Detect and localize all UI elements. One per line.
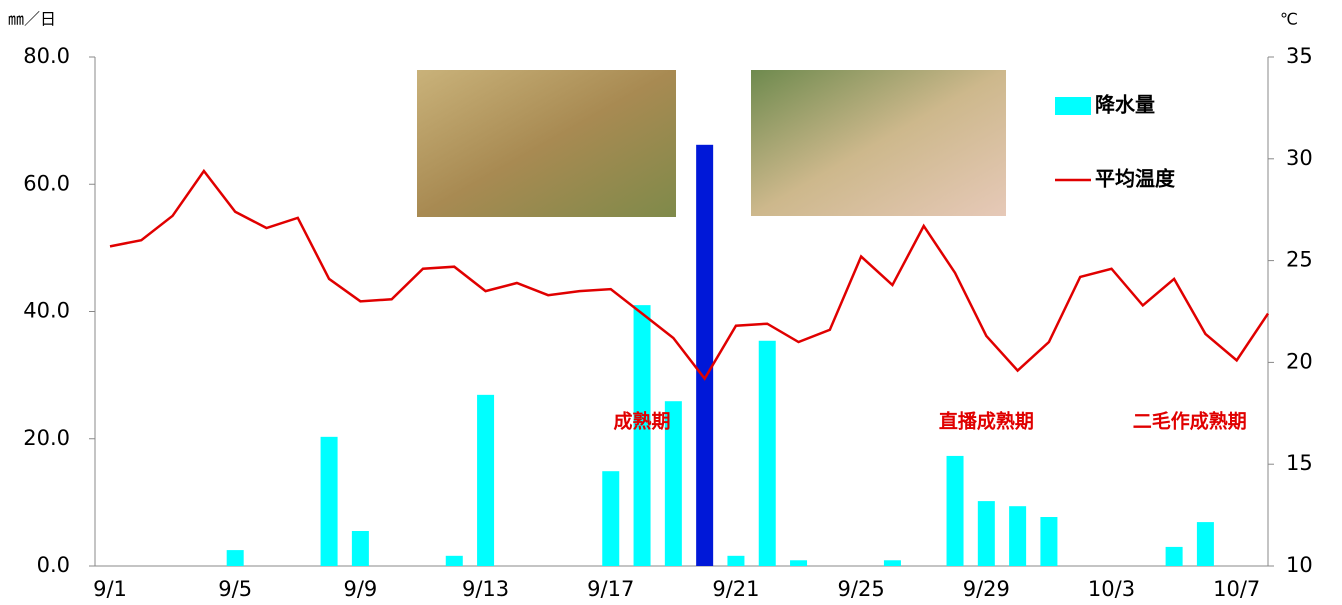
bar [884,560,901,566]
annotation: 成熟期 [614,410,671,433]
bar [1197,522,1214,566]
y2-tick-label: 25 [1286,248,1313,272]
bar [1166,547,1183,566]
x-tick-label: 9/1 [93,577,127,601]
y-tick-label: 40.0 [23,299,70,323]
y2-unit: ℃ [1280,10,1298,29]
bar [321,437,338,566]
bar [759,341,776,566]
y2-tick-label: 10 [1286,553,1313,577]
bar [947,456,964,566]
bar [602,471,619,566]
legend-label: 平均温度 [1095,167,1176,191]
photo-rice-field [417,70,676,217]
annotation: 直播成熟期 [939,410,1034,433]
x-tick-label: 9/29 [963,577,1010,601]
bar [978,501,995,566]
bar [634,305,651,566]
legend-swatch [1055,97,1091,115]
x-tick-label: 9/5 [218,577,252,601]
page: {"chart_data": {"type": "bar-line", "y_u… [0,0,1342,605]
x-tick-label: 9/21 [712,577,759,601]
x-tick-label: 9/25 [838,577,885,601]
x-tick-label: 10/7 [1213,577,1260,601]
chart: ㎜／日 ℃ 0.0 20.0 40.0 60.0 80.0 10 15 20 25 30 35 9/1… [0,0,1342,605]
bar [446,556,463,566]
y2-tick-label: 20 [1286,349,1313,373]
bar [727,556,744,566]
y-unit: ㎜／日 [8,10,56,29]
bar [227,550,244,566]
y-tick-label: 20.0 [23,426,70,450]
y2-tick-label: 35 [1286,44,1313,68]
photo-rice-hand [751,70,1006,216]
bar [1040,517,1057,566]
legend-label: 降水量 [1095,93,1155,117]
y-tick-label: 60.0 [23,171,70,195]
temperature-line [110,171,1268,379]
y-tick-label: 80.0 [23,44,70,68]
x-tick-label: 10/3 [1088,577,1135,601]
bar [790,560,807,566]
y-tick-label: 0.0 [37,553,70,577]
bar [477,395,494,566]
x-tick-label: 9/9 [343,577,377,601]
bar [1009,506,1026,566]
bar [352,531,369,566]
y2-tick-label: 30 [1286,146,1313,170]
x-tick-label: 9/17 [587,577,634,601]
bar [696,145,713,566]
annotation: 二毛作成熟期 [1133,410,1247,433]
x-tick-label: 9/13 [462,577,509,601]
y2-tick-label: 15 [1286,451,1313,475]
